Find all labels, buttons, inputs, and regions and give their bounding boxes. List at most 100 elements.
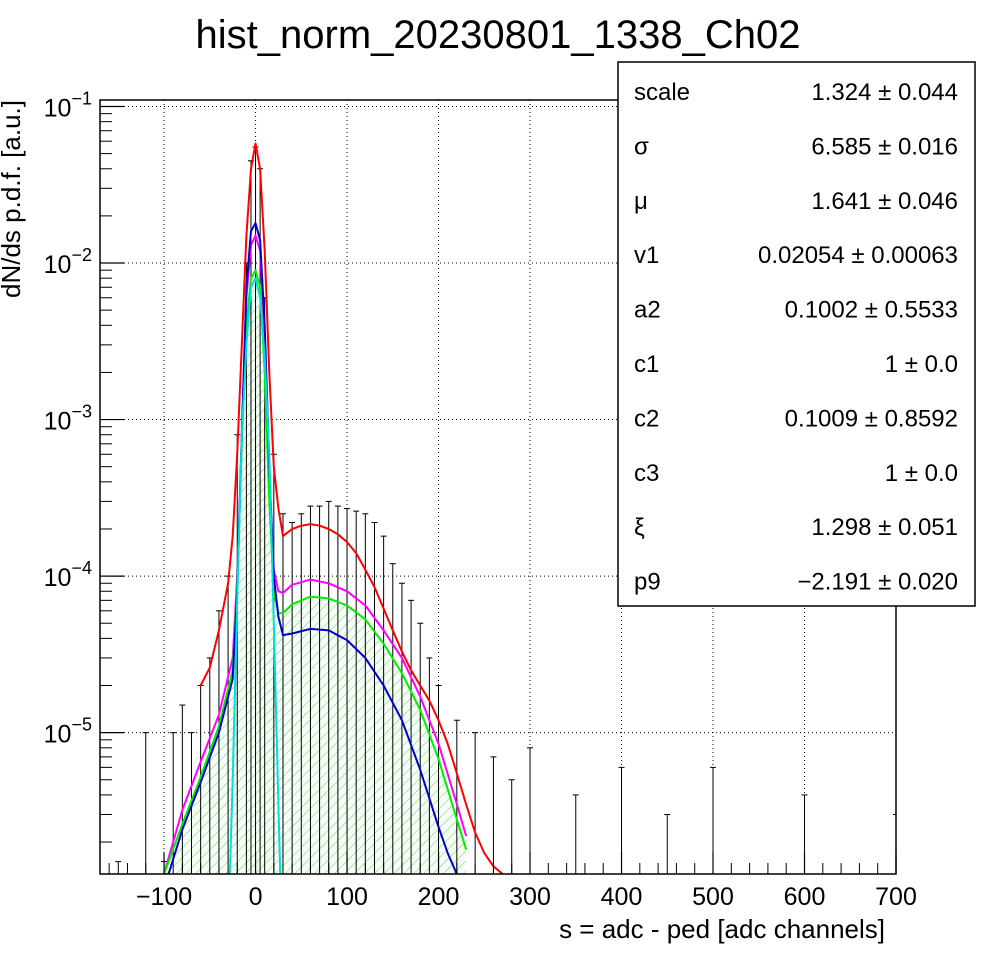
series-point [291,584,293,586]
x-tick-label: 700 [875,883,917,911]
series-point [263,324,266,327]
series-point [291,632,293,635]
series-point [291,603,293,606]
series-point [327,528,330,530]
series-point [346,590,348,593]
series-point [273,465,275,468]
series-point [309,523,312,525]
series-point [282,592,284,594]
series-point [419,768,422,771]
series-point [218,629,220,632]
series-point [291,528,293,530]
hatched-fill [164,270,466,874]
series-point [382,629,385,632]
stats-param-value: 1.641 ± 0.046 [811,188,958,215]
series-point [231,535,234,537]
y-tick-label: 10−3 [44,402,92,436]
stats-param-name: a2 [634,297,661,324]
y-tick-label: 10−2 [44,245,92,279]
series-point [277,507,280,510]
series-point [456,803,458,805]
series-point [181,823,184,825]
series-point [236,599,238,602]
series-point [346,541,348,543]
x-tick-label: 500 [692,883,734,911]
series-point [218,731,220,734]
series-point [364,657,367,659]
series-point [346,604,348,607]
stats-param-name: μ [634,188,648,215]
stats-param-value: 1 ± 0.0 [885,351,958,378]
stats-param-value: 1.324 ± 0.044 [811,79,958,106]
stats-param-name: c2 [634,405,659,432]
series-point [277,590,280,593]
series-point [245,234,248,237]
y-axis-label: dN/ds p.d.f. [a.u.] [0,100,26,298]
series-point [401,657,403,659]
series-point [419,684,422,687]
series-point [401,719,403,721]
series-point [236,453,238,456]
series-point [209,666,211,669]
stats-param-value: 6.585 ± 0.016 [811,133,958,160]
series-point [364,568,367,571]
series-point [327,582,330,585]
series-point [245,286,248,289]
series-point [327,629,330,632]
series-point [364,618,367,621]
series-point [355,552,358,554]
series-point [437,758,440,760]
series-point [474,831,476,834]
series-point [364,604,367,607]
series-point [273,622,275,624]
series-point [300,524,303,527]
stats-param-name: ξ [634,514,645,541]
series-point [199,684,202,687]
series-point [254,277,257,280]
series-point [231,678,234,680]
series-point [282,535,284,537]
series-point [318,524,321,527]
series-point [268,453,271,456]
series-point [250,168,252,170]
series-point [259,286,261,289]
series-point [241,344,243,346]
series-point [181,828,184,831]
stats-param-name: c1 [634,351,659,378]
series-point [263,249,266,252]
series-point [277,615,280,618]
series-point [254,234,257,237]
series-point [268,371,271,374]
stats-param-value: 1.298 ± 0.051 [811,514,958,541]
fill-area [164,270,466,874]
series-point [199,781,202,784]
series-point [346,639,348,641]
series-point [309,595,312,598]
series-point [277,803,280,805]
series-point [465,834,467,837]
series-point [456,772,458,775]
series-point [382,684,385,687]
series-point [465,803,467,805]
stats-param-value: 0.1009 ± 0.8592 [785,405,958,432]
stats-param-name: v1 [634,242,659,269]
series-point [250,277,252,280]
series-point [259,296,261,299]
x-axis: −100 0 100 200 300 400 500 600 700 [108,852,917,911]
x-tick-label: −100 [136,883,192,911]
series-1 [199,142,504,874]
series-point [446,852,449,854]
series-point [428,699,431,702]
series-point [337,533,339,536]
series-point [373,586,376,588]
stats-param-name: scale [634,79,690,106]
series-point [282,634,284,636]
series-point [456,818,458,820]
series-point [254,222,257,224]
series-point [245,344,248,346]
series-point [231,779,234,781]
series-point [263,356,266,359]
series-point [250,230,252,232]
chart-title: hist_norm_20230801_1338_Ch02 [196,13,801,57]
x-tick-label: 100 [326,883,368,911]
